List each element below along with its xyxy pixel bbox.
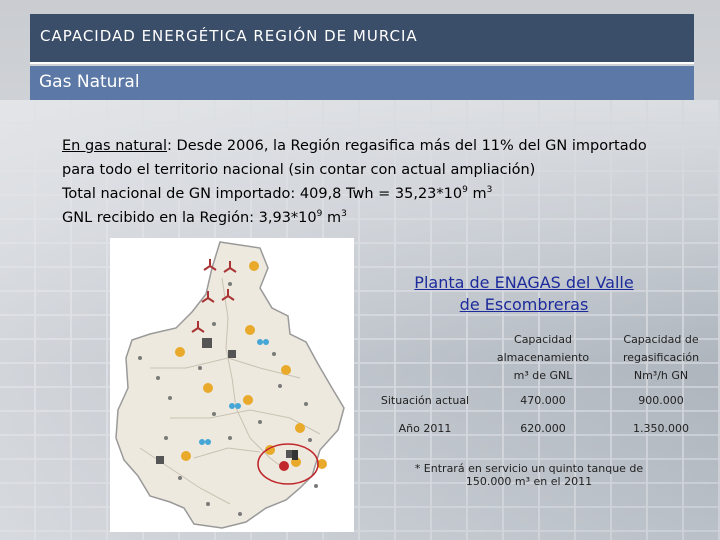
gnl-region-unit-exponent: 3 — [341, 209, 347, 219]
row-label: Año 2011 — [398, 421, 452, 435]
header-regas-line1: Capacidad de — [623, 333, 699, 346]
gnl-region-unit: m — [322, 210, 342, 226]
footnote-line2: 150.000 m³ en el 2011 — [465, 475, 593, 488]
table-corner-cell — [366, 330, 484, 386]
plant-title-line1: Planta de ENAGAS del Valle — [414, 273, 634, 292]
total-import-text: Total nacional de GN importado: 409,8 Tw… — [62, 186, 463, 202]
gnl-region-text: GNL recibido en la Región: 3,93*10 — [62, 210, 317, 226]
plant-title-line2: de Escombreras — [459, 295, 589, 314]
gas-plant-icon — [156, 338, 294, 464]
row-regas: 900.000 — [638, 393, 684, 407]
header-storage-line3: m³ de GNL — [513, 369, 573, 382]
table-header-regas: Capacidad de regasificación Nm³/h GN — [602, 330, 720, 386]
slide-title-text: CAPACIDAD ENERGÉTICA REGIÓN DE MURCIA — [40, 27, 418, 45]
intro-text: En gas natural: Desde 2006, la Región re… — [62, 134, 682, 230]
header-storage-line1: Capacidad — [514, 333, 572, 346]
footnote: * Entrará en servicio un quinto tanque d… — [396, 462, 662, 488]
table-row: Situación actual 470.000 900.000 — [366, 386, 720, 414]
row-regas: 1.350.000 — [633, 421, 689, 435]
intro-line1: : Desde 2006, la Región regasifica más d… — [62, 138, 647, 178]
header-regas-line2: regasificación — [622, 351, 700, 364]
total-import-unit-exponent: 3 — [486, 185, 493, 195]
capacity-table: Capacidad almacenamiento m³ de GNL Capac… — [366, 330, 720, 442]
header-regas-line3: Nm³/h GN — [633, 369, 689, 382]
total-import-exponent: 9 — [462, 185, 468, 195]
slide-title: CAPACIDAD ENERGÉTICA REGIÓN DE MURCIA — [30, 14, 694, 64]
table-header-row: Capacidad almacenamiento m³ de GNL Capac… — [366, 330, 720, 386]
region-energy-map — [110, 238, 354, 532]
total-import-unit: m — [467, 186, 487, 202]
header-storage-line2: almacenamiento — [496, 351, 590, 364]
plant-title[interactable]: Planta de ENAGAS del Valle de Escombrera… — [374, 272, 674, 316]
town-marker-icon — [138, 282, 318, 516]
gnl-region-exponent: 9 — [316, 209, 323, 219]
escombreras-highlight — [257, 443, 319, 485]
table-header-storage: Capacidad almacenamiento m³ de GNL — [484, 330, 602, 386]
row-label: Situación actual — [380, 393, 470, 407]
row-storage: 470.000 — [520, 393, 566, 407]
map-svg — [115, 241, 345, 529]
footnote-line1: * Entrará en servicio un quinto tanque d… — [414, 462, 644, 475]
water-icon — [199, 339, 269, 445]
section-subtitle: Gas Natural — [30, 66, 694, 100]
wind-turbine-icon — [191, 259, 237, 333]
row-storage: 620.000 — [520, 421, 566, 435]
gas-natural-link[interactable]: En gas natural — [62, 138, 168, 154]
section-subtitle-text: Gas Natural — [39, 72, 140, 92]
table-row: Año 2011 620.000 1.350.000 — [366, 414, 720, 442]
